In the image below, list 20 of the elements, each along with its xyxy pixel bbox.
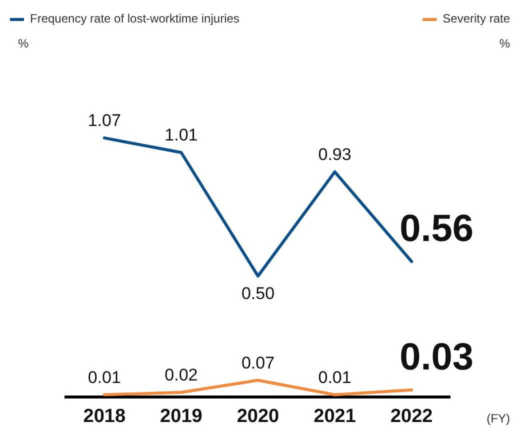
data-label: 0.93 [318, 145, 352, 164]
data-label: 1.07 [88, 111, 121, 130]
x-axis-title: (FY) [486, 412, 510, 426]
data-label: 0.07 [241, 353, 275, 372]
data-label: 0.56 [400, 208, 474, 250]
x-tick-label: 2022 [390, 406, 433, 427]
x-tick-label: 2019 [160, 406, 202, 427]
legend-label: Frequency rate of lost-worktime injuries [30, 11, 240, 26]
data-label: 0.01 [318, 368, 352, 387]
text: % [499, 36, 510, 50]
data-label: 1.01 [164, 126, 198, 145]
x-tick-label: 2021 [314, 406, 356, 427]
data-label: 0.02 [164, 366, 198, 385]
data-label: 0.01 [88, 368, 121, 387]
text: % [18, 36, 29, 50]
legend-label: Severity rate [442, 11, 510, 26]
data-label: 0.50 [241, 284, 275, 304]
x-tick-label: 2020 [236, 406, 280, 427]
x-tick-label: 2018 [83, 406, 126, 427]
data-label: 0.03 [400, 336, 474, 378]
